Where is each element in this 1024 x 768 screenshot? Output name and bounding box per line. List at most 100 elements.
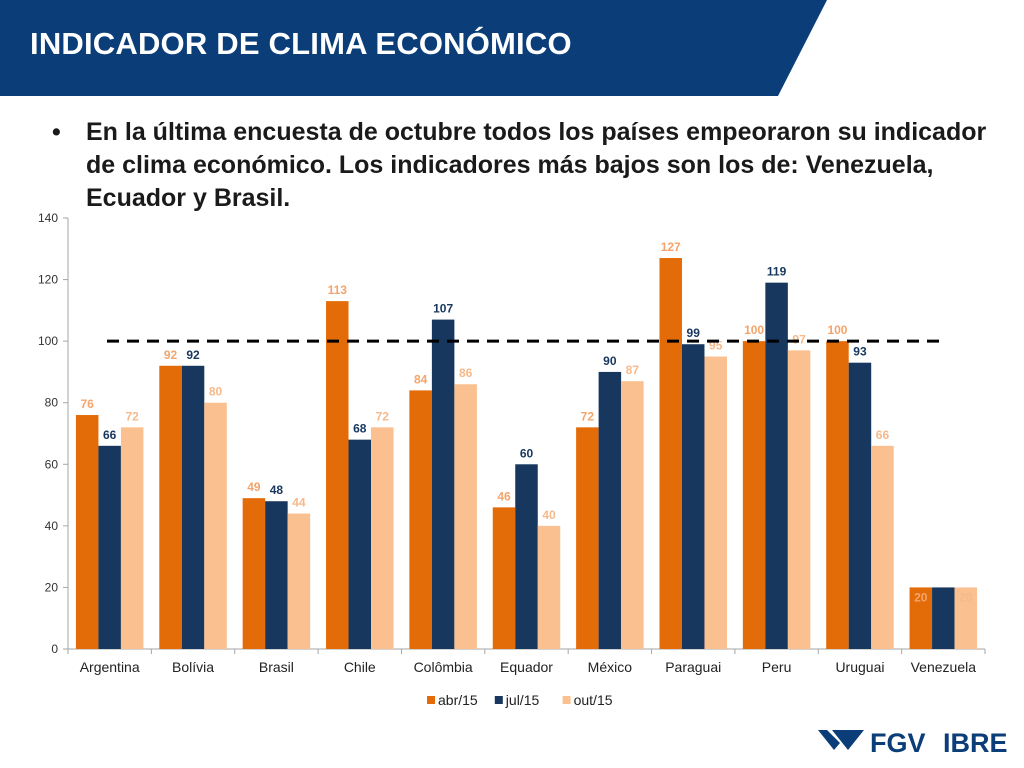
data-label: 93 xyxy=(853,345,867,359)
bar xyxy=(204,402,227,649)
data-label: 66 xyxy=(103,428,117,442)
data-label: 119 xyxy=(767,265,787,279)
data-label: 20 xyxy=(937,590,951,604)
data-label: 20 xyxy=(914,590,928,604)
legend-label: abr/15 xyxy=(438,692,478,708)
bar xyxy=(932,587,955,649)
data-label: 40 xyxy=(542,508,556,522)
bar xyxy=(787,350,811,649)
legend-swatch xyxy=(427,696,435,704)
y-tick-label: 120 xyxy=(38,273,58,287)
bar xyxy=(954,587,978,649)
y-tick-label: 100 xyxy=(38,334,58,348)
bar xyxy=(98,445,121,649)
y-tick-label: 140 xyxy=(38,211,58,225)
x-tick-label: México xyxy=(588,659,633,675)
logo-chevron-front xyxy=(832,730,864,750)
data-label: 99 xyxy=(687,326,701,340)
legend-swatch xyxy=(494,696,503,704)
bar xyxy=(326,301,349,649)
x-tick-label: Uruguai xyxy=(835,659,884,675)
data-label: 72 xyxy=(376,409,390,423)
x-tick-label: Paraguai xyxy=(665,659,721,675)
data-label: 84 xyxy=(414,372,428,386)
bar xyxy=(492,507,516,649)
fgv-ibre-logo: FGV IBRE xyxy=(818,728,1008,758)
logo-ibre-text: IBRE xyxy=(943,728,1008,758)
bar xyxy=(287,513,311,649)
bar xyxy=(265,501,288,649)
bar xyxy=(120,427,144,649)
data-label: 92 xyxy=(186,348,200,362)
legend-swatch xyxy=(562,696,571,704)
data-label: 87 xyxy=(626,363,640,377)
data-label: 68 xyxy=(353,422,367,436)
legend-label: jul/15 xyxy=(505,692,540,708)
title-banner xyxy=(0,0,827,96)
data-label: 44 xyxy=(292,496,306,510)
data-label: 92 xyxy=(164,348,178,362)
data-label: 48 xyxy=(270,483,284,497)
data-label: 80 xyxy=(209,385,223,399)
data-label: 76 xyxy=(81,397,95,411)
bar xyxy=(371,427,394,649)
bar xyxy=(576,427,599,649)
bar xyxy=(159,365,182,649)
data-label: 60 xyxy=(520,446,534,460)
data-label: 66 xyxy=(876,428,890,442)
data-label: 49 xyxy=(247,480,261,494)
x-tick-label: Argentina xyxy=(80,659,140,675)
bar xyxy=(848,362,872,649)
bar xyxy=(765,282,788,649)
data-label: 20 xyxy=(959,590,973,604)
data-label: 86 xyxy=(459,366,473,380)
data-label: 97 xyxy=(792,332,806,346)
bar xyxy=(826,341,849,649)
bar xyxy=(181,365,205,649)
data-label: 100 xyxy=(744,323,764,337)
x-tick-label: Peru xyxy=(762,659,792,675)
bar xyxy=(454,384,477,649)
data-label: 113 xyxy=(328,283,348,297)
y-tick-label: 40 xyxy=(45,519,59,533)
bar xyxy=(348,439,372,649)
y-tick-label: 20 xyxy=(45,580,59,594)
banner-shape xyxy=(0,0,827,96)
page-title: INDICADOR DE CLIMA ECONÓMICO xyxy=(30,26,572,61)
bar xyxy=(621,381,644,649)
x-tick-label: Venezuela xyxy=(911,659,977,675)
bar xyxy=(515,464,538,649)
y-tick-label: 0 xyxy=(51,642,58,656)
y-tick-label: 60 xyxy=(45,457,59,471)
bar-chart: 0 20 40 60 80 100 120 140 Argentina 76 66 72 Bolívia… xyxy=(38,211,986,708)
bar xyxy=(242,498,266,649)
data-label: 90 xyxy=(603,354,617,368)
bar xyxy=(409,390,432,649)
data-label: 100 xyxy=(827,323,847,337)
logo-chevron-back xyxy=(818,730,840,750)
bar xyxy=(659,258,682,649)
bar xyxy=(742,341,766,649)
y-tick-label: 80 xyxy=(45,396,59,410)
data-label: 107 xyxy=(433,302,453,316)
bullet-point: • En la última encuesta de octubre todos… xyxy=(52,116,992,215)
x-tick-label: Equador xyxy=(500,659,553,675)
bullet-marker: • xyxy=(52,118,61,146)
x-tick-label: Chile xyxy=(344,659,376,675)
bullet-text: En la última encuesta de octubre todos l… xyxy=(86,118,987,212)
bar xyxy=(871,445,894,649)
data-label: 127 xyxy=(661,240,681,254)
bar xyxy=(75,415,99,649)
legend-label: out/15 xyxy=(574,692,613,708)
data-label: 46 xyxy=(497,489,511,503)
x-tick-label: Bolívia xyxy=(172,659,214,675)
bar xyxy=(681,344,705,649)
x-tick-label: Brasil xyxy=(259,659,294,675)
bar xyxy=(909,587,933,649)
bar xyxy=(598,371,622,649)
logo-fgv-text: FGV xyxy=(870,728,926,758)
bar xyxy=(537,525,561,649)
x-tick-label: Colômbia xyxy=(414,659,473,675)
bar xyxy=(704,356,727,649)
data-label: 72 xyxy=(581,409,595,423)
